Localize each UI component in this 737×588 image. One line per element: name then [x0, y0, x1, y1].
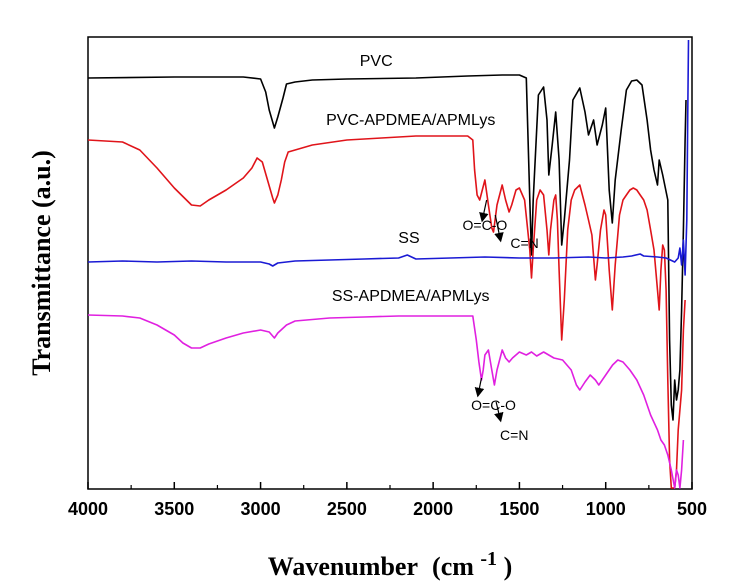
annotation-label-1: C=N	[510, 235, 538, 251]
annotation-label-3: C=N	[500, 427, 528, 443]
series-label-3: SS-APDMEA/APMLys	[332, 288, 490, 305]
annotations: O=C-OC=NO=C-OC=N	[463, 199, 539, 443]
annotation-arrow-0	[479, 199, 489, 223]
plot-frame	[87, 36, 693, 490]
x-axis-title: Wavenumber (cm -1 )	[268, 542, 512, 581]
annotation-arrow-2	[474, 377, 485, 398]
annotation-label-2: O=C-O	[471, 397, 516, 413]
series-labels: PVC PVC-APDMEA/APMLys SS SS-APDMEA/APMLys	[326, 53, 495, 305]
series-line-2	[87, 39, 690, 276]
series-label-2: SS	[398, 230, 419, 247]
annotation-label-0: O=C-O	[463, 217, 508, 233]
x-tick-label-3: 2500	[327, 499, 367, 519]
series-layer	[87, 39, 690, 489]
series-line-3	[87, 314, 685, 489]
x-axis-ticks: 4000 3500 3000 2500 2000 1500 1000 500	[68, 482, 707, 519]
x-axis-title-sup: -1	[480, 548, 497, 570]
x-axis-title-close: )	[504, 552, 513, 581]
x-tick-label-7: 500	[677, 499, 707, 519]
annotation-arrow-3	[494, 401, 504, 423]
series-line-1	[87, 135, 686, 489]
x-tick-label-5: 1500	[499, 499, 539, 519]
x-tick-label-4: 2000	[413, 499, 453, 519]
x-tick-label-1: 3500	[154, 499, 194, 519]
series-label-1: PVC-APDMEA/APMLys	[326, 112, 495, 129]
y-axis-title: Transmittance (a.u.)	[27, 150, 56, 376]
x-tick-label-6: 1000	[586, 499, 626, 519]
annotation-arrow-1	[494, 214, 504, 243]
x-tick-label-2: 3000	[241, 499, 281, 519]
x-axis-title-unit: (cm	[432, 552, 474, 581]
x-axis-title-main: Wavenumber	[268, 552, 418, 581]
series-line-0	[87, 74, 687, 421]
series-label-0: PVC	[360, 53, 393, 70]
x-tick-label-0: 4000	[68, 499, 108, 519]
